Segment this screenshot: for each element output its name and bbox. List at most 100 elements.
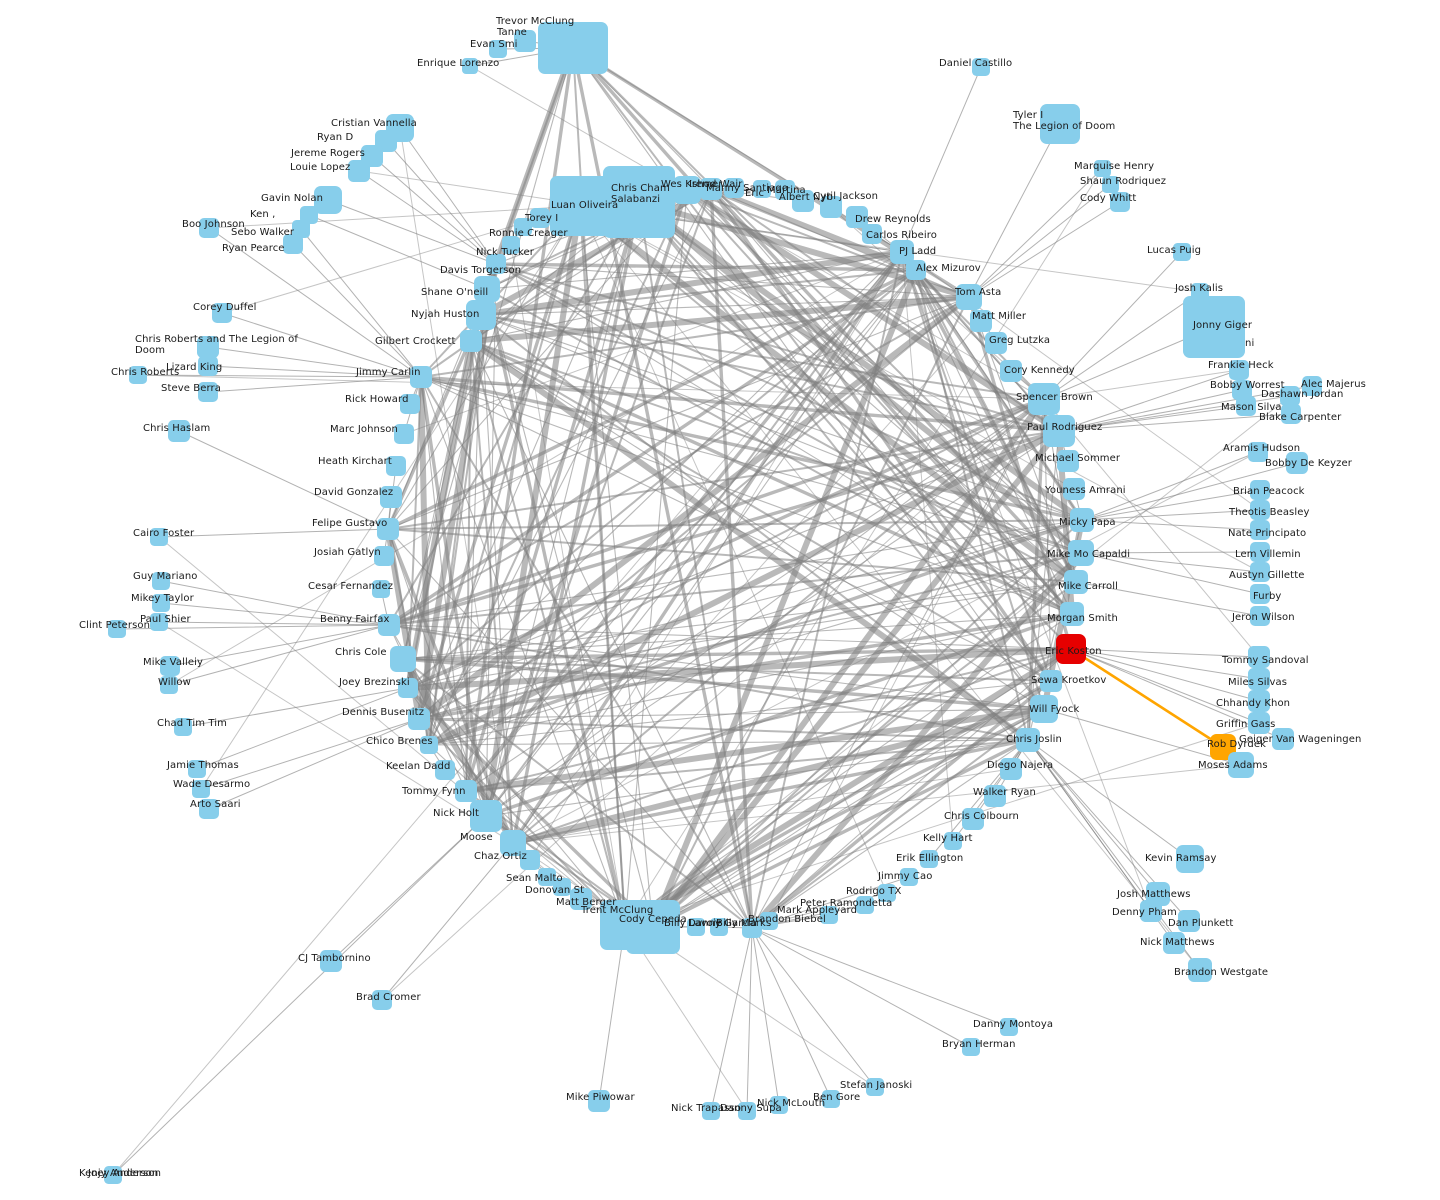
- graph-node[interactable]: [770, 1096, 788, 1114]
- graph-node[interactable]: [198, 356, 218, 376]
- graph-node[interactable]: [1250, 542, 1270, 562]
- graph-node[interactable]: [984, 785, 1006, 807]
- graph-node[interactable]: [197, 336, 219, 358]
- graph-node[interactable]: [1178, 910, 1200, 932]
- graph-node[interactable]: [553, 878, 571, 896]
- graph-node[interactable]: [742, 918, 762, 938]
- graph-node[interactable]: [1248, 646, 1270, 668]
- graph-node[interactable]: [150, 613, 168, 631]
- graph-node[interactable]: [104, 1166, 122, 1184]
- graph-node[interactable]: [985, 332, 1007, 354]
- graph-node[interactable]: [486, 254, 506, 274]
- graph-node[interactable]: [1248, 442, 1268, 462]
- graph-node[interactable]: [410, 366, 432, 388]
- graph-node[interactable]: [1063, 478, 1085, 500]
- graph-node[interactable]: [1056, 634, 1086, 664]
- graph-node[interactable]: [300, 206, 318, 224]
- graph-node[interactable]: [390, 646, 416, 672]
- graph-node[interactable]: [1068, 540, 1094, 566]
- graph-node[interactable]: [1250, 500, 1270, 520]
- graph-node[interactable]: [1248, 668, 1270, 690]
- graph-node[interactable]: [1057, 450, 1079, 472]
- graph-node[interactable]: [1250, 584, 1270, 604]
- graph-node[interactable]: [400, 394, 420, 414]
- graph-node[interactable]: [920, 850, 938, 868]
- graph-node[interactable]: [1040, 670, 1062, 692]
- graph-node[interactable]: [1250, 606, 1270, 626]
- graph-node[interactable]: [152, 572, 170, 590]
- graph-node[interactable]: [150, 528, 168, 546]
- graph-node[interactable]: [502, 236, 520, 254]
- graph-node[interactable]: [1070, 508, 1094, 532]
- graph-node[interactable]: [1163, 932, 1185, 954]
- graph-node[interactable]: [514, 30, 536, 52]
- graph-node[interactable]: [1280, 386, 1300, 406]
- graph-node[interactable]: [435, 760, 455, 780]
- graph-node[interactable]: [1232, 380, 1252, 400]
- graph-node[interactable]: [1064, 570, 1088, 594]
- graph-node[interactable]: [1250, 480, 1270, 500]
- graph-node[interactable]: [1043, 415, 1075, 447]
- graph-node[interactable]: [820, 906, 838, 924]
- graph-node[interactable]: [188, 760, 206, 778]
- graph-node[interactable]: [348, 160, 370, 182]
- graph-node[interactable]: [1302, 376, 1322, 396]
- graph-node[interactable]: [1248, 690, 1270, 712]
- graph-node[interactable]: [956, 284, 982, 310]
- graph-node[interactable]: [372, 990, 392, 1010]
- graph-node[interactable]: [1000, 758, 1022, 780]
- graph-node[interactable]: [878, 884, 896, 902]
- graph-node[interactable]: [1236, 396, 1256, 416]
- graph-node[interactable]: [1188, 958, 1212, 982]
- graph-node[interactable]: [152, 594, 170, 612]
- graph-node[interactable]: [760, 912, 778, 930]
- graph-node[interactable]: [1286, 452, 1308, 474]
- graph-node[interactable]: [820, 196, 842, 218]
- graph-node[interactable]: [900, 868, 918, 886]
- graph-node[interactable]: [724, 178, 744, 198]
- graph-node[interactable]: [1094, 160, 1111, 177]
- graph-node[interactable]: [199, 218, 219, 238]
- graph-node[interactable]: [600, 900, 650, 950]
- graph-node[interactable]: [972, 58, 990, 76]
- graph-node[interactable]: [1000, 1018, 1018, 1036]
- graph-node[interactable]: [1140, 900, 1162, 922]
- graph-node[interactable]: [1110, 192, 1130, 212]
- graph-node[interactable]: [856, 896, 874, 914]
- graph-node[interactable]: [1102, 176, 1119, 193]
- graph-node[interactable]: [738, 1102, 756, 1120]
- graph-node[interactable]: [198, 382, 218, 402]
- graph-node[interactable]: [538, 22, 608, 74]
- graph-node[interactable]: [700, 178, 722, 200]
- graph-node[interactable]: [1016, 728, 1040, 752]
- graph-node[interactable]: [603, 166, 675, 238]
- graph-node[interactable]: [283, 234, 303, 254]
- graph-node[interactable]: [377, 518, 399, 540]
- graph-node[interactable]: [1173, 243, 1191, 261]
- graph-node[interactable]: [489, 40, 507, 58]
- graph-node[interactable]: [1030, 695, 1058, 723]
- graph-node[interactable]: [588, 1090, 610, 1112]
- graph-node[interactable]: [160, 656, 180, 676]
- graph-node[interactable]: [687, 918, 705, 936]
- graph-node[interactable]: [408, 708, 430, 730]
- graph-node[interactable]: [460, 330, 482, 352]
- graph-node[interactable]: [374, 546, 394, 566]
- graph-node[interactable]: [944, 832, 962, 850]
- graph-node[interactable]: [866, 1078, 884, 1096]
- graph-node[interactable]: [753, 180, 771, 198]
- graph-node[interactable]: [394, 424, 414, 444]
- graph-node[interactable]: [570, 888, 592, 910]
- graph-node[interactable]: [702, 1102, 720, 1120]
- graph-node[interactable]: [538, 868, 556, 886]
- graph-node[interactable]: [673, 176, 701, 204]
- graph-node[interactable]: [550, 176, 610, 236]
- graph-node[interactable]: [455, 780, 477, 802]
- graph-node[interactable]: [710, 918, 728, 936]
- graph-node[interactable]: [174, 718, 192, 736]
- graph-node[interactable]: [386, 456, 406, 476]
- graph-node[interactable]: [372, 580, 390, 598]
- graph-node[interactable]: [822, 1090, 840, 1108]
- graph-node[interactable]: [466, 300, 496, 330]
